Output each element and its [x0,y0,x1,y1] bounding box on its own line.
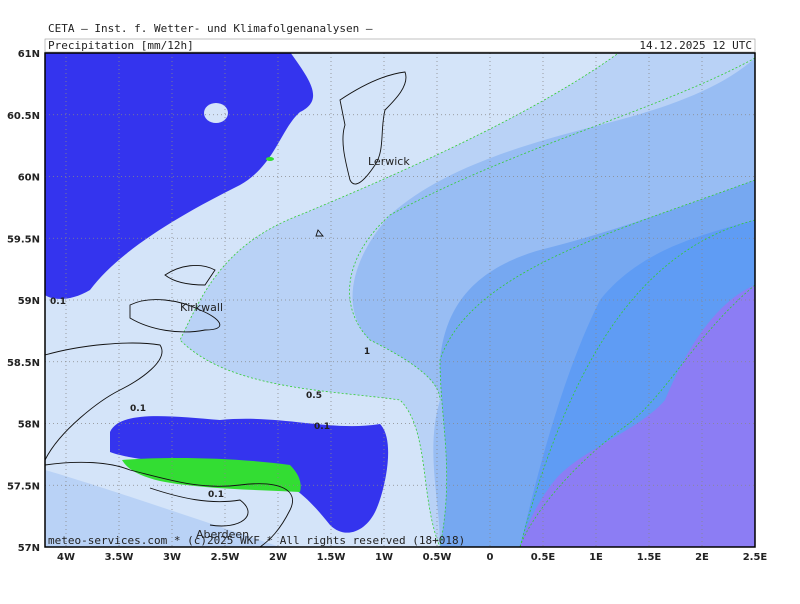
lon-label: 4W [57,552,75,563]
lon-label: 1E [589,552,603,563]
lat-label: 59N [18,296,40,307]
lon-label: 0.5E [531,552,556,563]
lon-label: 2.5E [743,552,768,563]
lon-label: 1W [375,552,393,563]
lon-label: 1.5E [637,552,662,563]
band-dark [110,416,389,533]
place-name: Aberdeen [196,528,249,541]
coastline [149,487,249,527]
contour-label: 1 [364,347,370,357]
contour-label: 0.1 [314,422,330,432]
valid-time: 14.12.2025 12 UTC [639,39,752,52]
lat-label: 61N [18,49,40,60]
lon-label: 3W [163,552,181,563]
lat-label: 57.5N [7,481,40,492]
lon-label: 1.5W [317,552,346,563]
lon-label: 0.5W [423,552,452,563]
lat-label: 59.5N [7,234,40,245]
map-area [45,53,755,547]
footer: meteo-services.com * (c)2025 WKF * All r… [48,534,465,547]
contour-label: 0.5 [306,391,322,401]
lon-label: 2.5W [211,552,240,563]
lat-label: 58.5N [7,358,40,369]
lon-label: 3.5W [105,552,134,563]
contour-label: 0.1 [130,404,146,414]
map-frame [44,52,756,548]
lon-label: 0 [487,552,494,563]
header-bar [44,38,756,53]
lat-label: 60.5N [7,111,40,122]
band-dark [45,53,314,299]
band-green [266,157,274,161]
lon-label: 2E [695,552,709,563]
lat-label: 60N [18,173,40,184]
coastline [45,342,293,547]
product-label: Precipitation [mm/12h] [48,39,194,52]
lat-label: 57N [18,543,40,554]
place-name: Lerwick [368,155,410,168]
contour-label: 0.1 [208,490,224,500]
coastline [129,264,221,333]
contour-label: 0.1 [50,297,66,307]
header-title: CETA — Inst. f. Wetter- und Klimafolgena… [48,22,373,35]
lon-label: 2W [269,552,287,563]
coastline [315,71,407,237]
band [45,470,280,547]
band-hole [204,103,228,123]
isoline [439,179,755,547]
band [520,285,755,547]
place-name: Kirkwall [180,301,223,314]
isoline [179,53,620,547]
isoline [519,219,755,547]
lat-label: 58N [18,420,40,431]
